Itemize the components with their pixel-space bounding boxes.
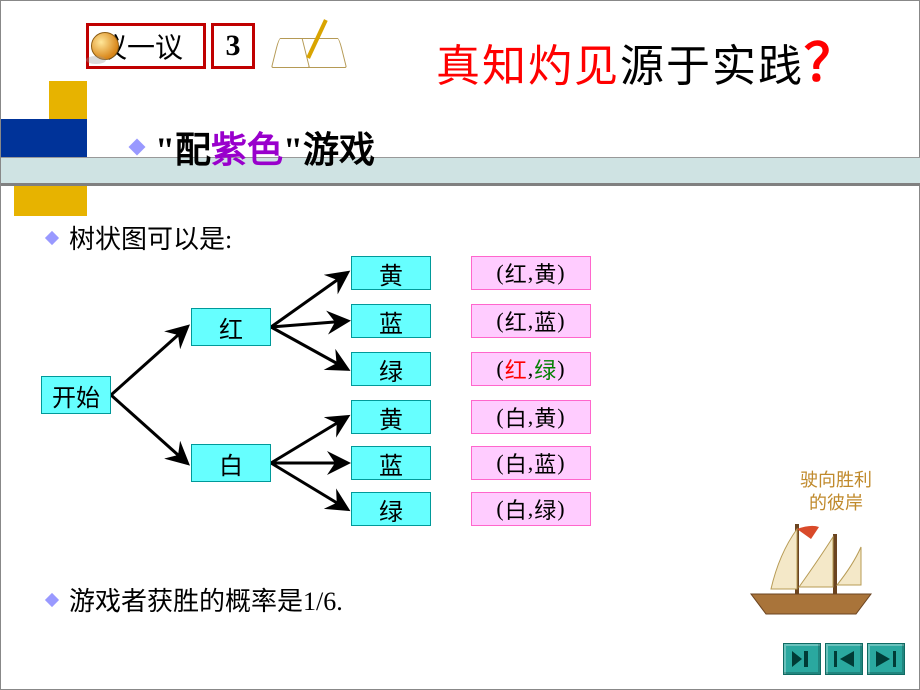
node-leaf: 黄 bbox=[351, 256, 431, 290]
subtitle-purple: 紫色 bbox=[211, 121, 283, 173]
deco-gray-line bbox=[1, 183, 920, 186]
pair-outcome: (红,蓝) bbox=[471, 304, 591, 338]
bullet-icon bbox=[45, 592, 59, 606]
top-bar: 议一议 3 bbox=[86, 23, 349, 69]
ship-icon bbox=[741, 499, 881, 619]
subtitle: "配紫色"游戏 bbox=[131, 121, 375, 173]
pair-outcome: (红,绿) bbox=[471, 352, 591, 386]
book-icon bbox=[269, 24, 349, 68]
pair-outcome: (白,黄) bbox=[471, 400, 591, 434]
conclusion-text: 游戏者获胜的概率是1/6. bbox=[69, 581, 343, 618]
node-leaf: 黄 bbox=[351, 400, 431, 434]
node-start: 开始 bbox=[41, 376, 111, 414]
headline-part1: 真知灼见 bbox=[436, 42, 620, 91]
tree-diagram: 开始 红 白 黄 蓝 绿 黄 蓝 绿 (红,黄) (红,蓝) (红,绿) (白,黄) (… bbox=[31, 246, 731, 566]
ship-caption-line1: 驶向胜利 bbox=[800, 470, 872, 490]
node-leaf: 蓝 bbox=[351, 304, 431, 338]
node-leaf: 蓝 bbox=[351, 446, 431, 480]
nav-skip-end-button[interactable] bbox=[783, 643, 821, 675]
headline: 真知灼见源于实践？ bbox=[436, 21, 858, 96]
pair-outcome: (红,黄) bbox=[471, 256, 591, 290]
nav-buttons bbox=[783, 643, 905, 675]
deco-blue-bar bbox=[1, 119, 87, 157]
slide: 议一议 3 真知灼见源于实践？ "配紫色"游戏 树状图可以是: 开始 红 白 黄… bbox=[0, 0, 920, 690]
deco-gold-square bbox=[49, 81, 87, 119]
number-box: 3 bbox=[211, 23, 255, 69]
headline-qmark: ？ bbox=[804, 35, 858, 93]
node-leaf: 绿 bbox=[351, 352, 431, 386]
ship-decoration: 驶向胜利 的彼岸 bbox=[731, 469, 891, 619]
discuss-box: 议一议 bbox=[86, 23, 206, 69]
conclusion-line: 游戏者获胜的概率是1/6. bbox=[47, 581, 343, 618]
nav-prev-button[interactable] bbox=[825, 643, 863, 675]
bullet-icon bbox=[45, 230, 59, 244]
globe-icon bbox=[91, 32, 119, 60]
node-mid-red: 红 bbox=[191, 308, 271, 346]
pair-outcome: (白,蓝) bbox=[471, 446, 591, 480]
subtitle-prefix: "配 bbox=[155, 121, 211, 173]
nav-next-button[interactable] bbox=[867, 643, 905, 675]
node-leaf: 绿 bbox=[351, 492, 431, 526]
bullet-icon bbox=[129, 139, 146, 156]
node-mid-white: 白 bbox=[191, 444, 271, 482]
pair-outcome: (白,绿) bbox=[471, 492, 591, 526]
headline-part2: 源于实践 bbox=[620, 42, 804, 91]
subtitle-suffix: "游戏 bbox=[283, 121, 375, 173]
deco-gold-under bbox=[14, 186, 87, 216]
